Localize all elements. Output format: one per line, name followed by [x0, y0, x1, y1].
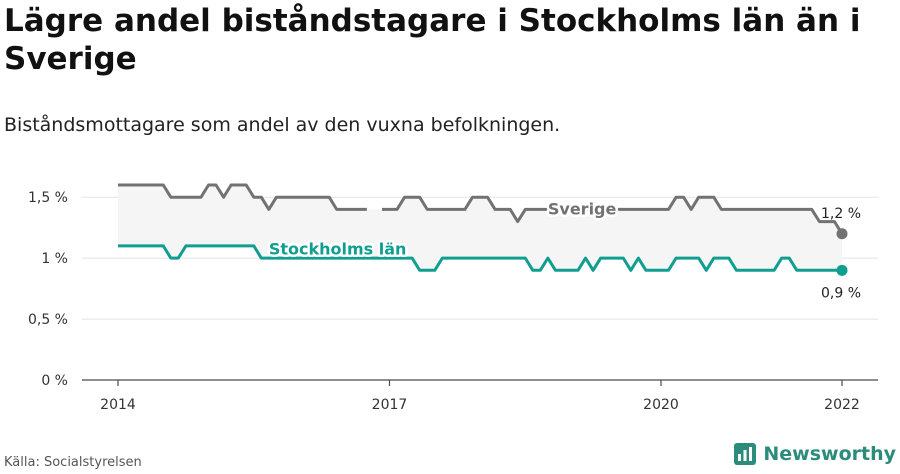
series-lines	[118, 183, 848, 276]
sverige-end-dot	[836, 228, 848, 240]
difference-band	[118, 185, 842, 271]
y-tick-label: 1,5 %	[28, 190, 68, 206]
chart-title: Lägre andel biståndstagare i Stockholms …	[4, 3, 861, 77]
y-tick-label: 1 %	[41, 251, 68, 267]
x-tick-label: 2017	[372, 397, 408, 413]
y-tick-label: 0 %	[41, 373, 68, 389]
sverige-line	[118, 183, 844, 235]
stockholm-line	[118, 244, 842, 272]
x-axis	[82, 379, 878, 386]
x-tick-label: 2022	[824, 397, 860, 413]
chart-subtitle: Biståndsmottagare som andel av den vuxna…	[4, 114, 561, 136]
stockholm-end-dot	[836, 264, 848, 276]
sverige-end-label: 1,2 %	[821, 206, 861, 222]
sverige-series-label: Sverige	[548, 199, 617, 218]
x-tick-label: 2020	[643, 397, 679, 413]
band-area	[118, 185, 842, 271]
chart-labels: 0 % 0,5 % 1 % 1,5 % 2014 2017 2020 2022 Sverige S…	[28, 190, 861, 413]
stockholm-series-label: Stockholms län	[269, 239, 407, 258]
x-tick-label: 2014	[100, 397, 136, 413]
brand-name: Newsworthy	[763, 443, 896, 465]
stockholm-end-label: 0,9 %	[821, 285, 861, 301]
newsworthy-icon	[734, 443, 757, 465]
brand-logo[interactable]: Newsworthy	[733, 442, 896, 466]
y-tick-label: 0,5 %	[28, 312, 68, 328]
source-note: Källa: Socialstyrelsen	[4, 455, 142, 470]
